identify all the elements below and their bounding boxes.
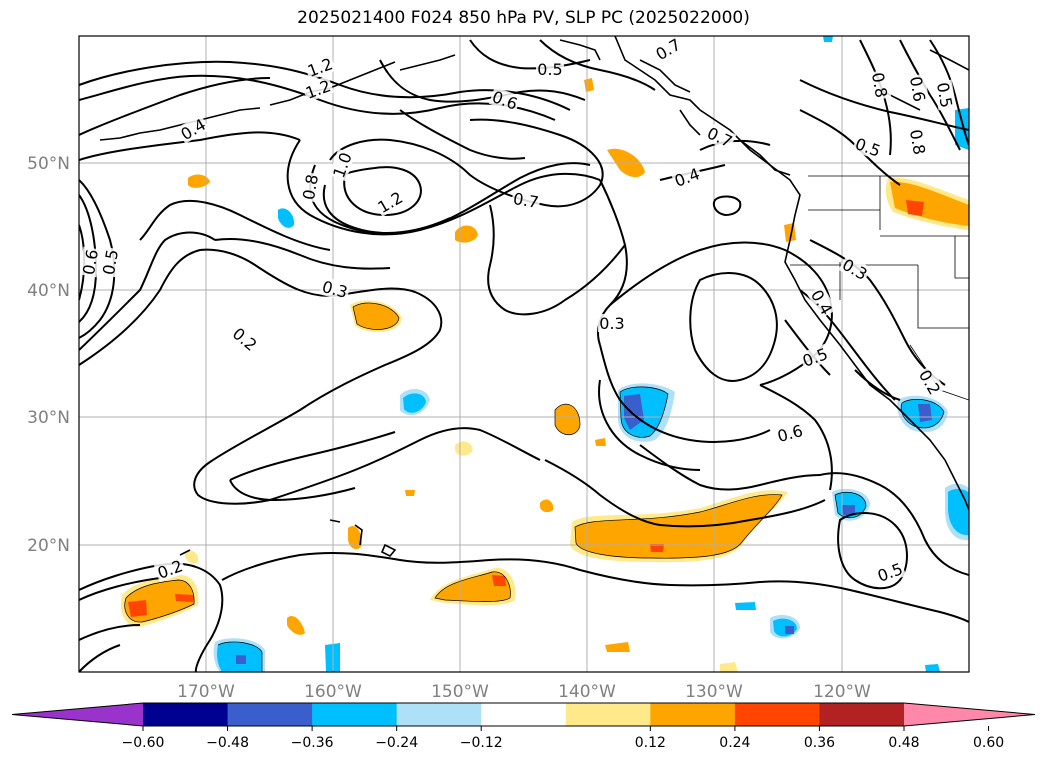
colorbar-box bbox=[481, 703, 567, 726]
contour-label: 0.6 bbox=[79, 248, 102, 276]
lat-tick-labels: 50°N 40°N 30°N 20°N bbox=[27, 154, 70, 556]
lat-label-30n: 30°N bbox=[27, 408, 70, 428]
lon-label-170w: 170°W bbox=[177, 682, 235, 702]
colorbar-tick-labels: −0.60 −0.48 −0.36 −0.24 −0.12 0.12 0.24 0.36 0.4… bbox=[122, 726, 1004, 751]
contour-label-bg bbox=[906, 126, 930, 158]
colorbar-tick-label: 0.36 bbox=[804, 735, 835, 751]
contour-label-bg bbox=[774, 420, 806, 446]
map-frame bbox=[78, 35, 970, 673]
contour-label-bg bbox=[598, 314, 626, 332]
pv-thin-contours bbox=[124, 302, 945, 672]
lat-label-40n: 40°N bbox=[27, 281, 70, 301]
contour-label: 0.5 bbox=[537, 60, 562, 79]
contour-label-bg bbox=[915, 365, 945, 399]
contour-label-bg bbox=[670, 163, 704, 191]
contour-label: 0.7 bbox=[512, 189, 540, 212]
contour-label: 0.3 bbox=[599, 314, 624, 333]
colorbar-tick-label: 0.24 bbox=[719, 735, 750, 751]
contour-label-bg bbox=[298, 171, 322, 203]
contour-label-bg bbox=[510, 188, 542, 212]
colorbar-box bbox=[396, 703, 482, 726]
slp-contours bbox=[79, 39, 969, 672]
colorbar-tick-label: −0.60 bbox=[122, 735, 165, 751]
map-title: 2025021400 F024 850 hPa PV, SLP PC (2025… bbox=[297, 8, 750, 28]
contour-label-bg bbox=[79, 246, 102, 278]
lon-label-140w: 140°W bbox=[558, 682, 616, 702]
contour-labels: 0.70.50.8 0.6 0.51.21.20.40.60.7 0.80.51.00… bbox=[79, 36, 957, 586]
lat-label-20n: 20°N bbox=[27, 536, 70, 556]
colorbar-box bbox=[312, 703, 398, 726]
contour-label-bg bbox=[301, 75, 335, 103]
lon-label-160w: 160°W bbox=[304, 682, 362, 702]
contour-label: 0.5 bbox=[99, 248, 122, 276]
contour-label-bg bbox=[807, 285, 837, 319]
colorbar-box bbox=[819, 703, 905, 726]
colorbar-box bbox=[650, 703, 736, 726]
colorbar-tick-label: −0.48 bbox=[206, 735, 249, 751]
colorbar: −0.60 −0.48 −0.36 −0.24 −0.12 0.12 0.24 0.36 0.4… bbox=[11, 702, 1036, 751]
colorbar-tick-label: −0.36 bbox=[291, 735, 334, 751]
colorbar-tick-label: 0.60 bbox=[973, 735, 1004, 751]
colorbar-tick-label: 0.48 bbox=[888, 735, 919, 751]
contour-label-bg bbox=[703, 122, 737, 152]
colorbar-tick-label: −0.12 bbox=[460, 735, 503, 751]
contour-label-bg bbox=[328, 148, 356, 182]
contour-label: 0.8 bbox=[906, 128, 929, 156]
lon-label-120w: 120°W bbox=[813, 682, 871, 702]
colorbar-extend-high bbox=[904, 703, 1035, 726]
contour-label-bg bbox=[176, 114, 210, 144]
contour-label: 0.8 bbox=[868, 71, 891, 99]
colorbar-box bbox=[565, 703, 651, 726]
lon-tick-labels: 170°W 160°W 150°W 140°W 130°W 120°W bbox=[177, 682, 871, 702]
contour-label-bg bbox=[228, 323, 262, 355]
colorbar-box bbox=[227, 703, 313, 726]
contour-label-bg bbox=[319, 276, 351, 302]
colorbar-tick-label: −0.24 bbox=[375, 735, 418, 751]
contour-label-bg bbox=[153, 555, 187, 583]
contour-label-bg bbox=[536, 60, 564, 78]
graticule bbox=[79, 36, 969, 672]
contour-label-bg bbox=[488, 86, 522, 114]
contour-label-bg bbox=[303, 53, 337, 81]
contour-label: 0.5 bbox=[933, 81, 956, 109]
contour-label: 0.8 bbox=[299, 173, 322, 201]
contour-label-bg bbox=[868, 69, 892, 101]
lon-label-130w: 130°W bbox=[685, 682, 743, 702]
contour-label-bg bbox=[933, 79, 957, 111]
contour-label-bg bbox=[98, 246, 122, 278]
contour-label-bg bbox=[838, 254, 872, 284]
contour-label-bg bbox=[373, 187, 407, 217]
colorbar-box bbox=[734, 703, 820, 726]
colorbar-tick-label: 0.12 bbox=[635, 735, 666, 751]
contour-label-bg bbox=[798, 343, 832, 371]
lon-label-150w: 150°W bbox=[431, 682, 489, 702]
contour-label-bg bbox=[651, 36, 685, 64]
contour-label: 0.6 bbox=[906, 75, 929, 103]
contour-label-bg bbox=[906, 73, 930, 105]
lat-label-50n: 50°N bbox=[27, 154, 70, 174]
contour-label-bg bbox=[851, 133, 885, 161]
colorbar-extend-low bbox=[12, 703, 143, 726]
colorbar-box bbox=[143, 703, 229, 726]
contour-label-bg bbox=[873, 558, 907, 586]
colorbar-boxes bbox=[11, 702, 1036, 727]
